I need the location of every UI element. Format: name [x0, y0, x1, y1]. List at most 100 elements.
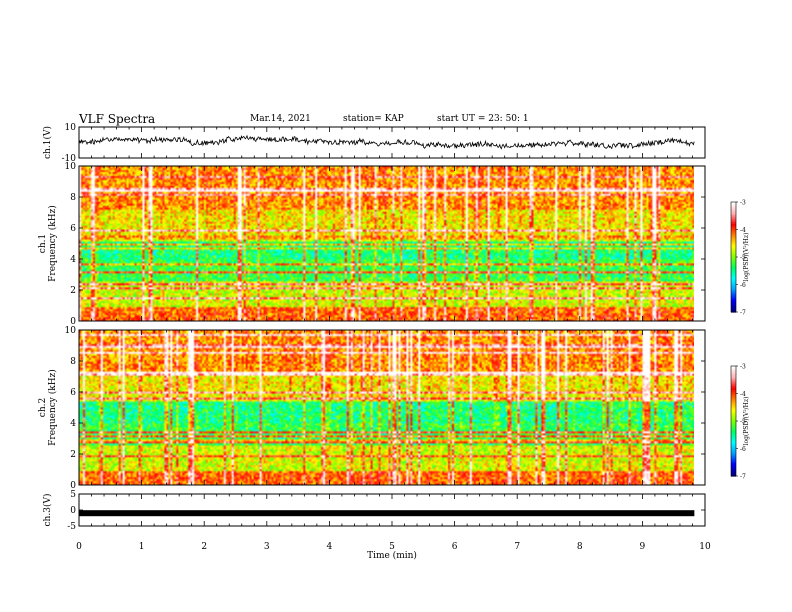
colorbar-swatch	[731, 297, 736, 300]
colorbar-swatch	[731, 290, 736, 293]
colorbar-swatch	[731, 397, 736, 400]
colorbar-swatch	[731, 291, 736, 295]
colorbar-swatch	[731, 214, 736, 218]
colorbar-swatch	[731, 459, 736, 462]
colorbar-swatch	[731, 426, 736, 429]
x-tick-label: 0	[76, 542, 82, 552]
ch2-spectrogram-image	[79, 330, 694, 485]
ch2-spectrogram-colorbar: -3 -4 -5 -6 -7 log(PSD)(V²/Hz)	[730, 364, 750, 481]
ch1-waveform-ytick-label: 10	[65, 123, 77, 133]
colorbar-swatch	[731, 369, 736, 373]
colorbar-swatch	[731, 231, 736, 234]
colorbar-swatch	[731, 411, 736, 415]
colorbar-swatch	[731, 380, 736, 384]
colorbar-tick-label: -4	[740, 391, 746, 398]
colorbar-swatch	[731, 408, 736, 411]
colorbar-swatch	[731, 402, 736, 406]
colorbar-swatch	[731, 275, 736, 278]
colorbar-swatch	[731, 308, 736, 311]
ch1-waveform-panel: 10 -10 ch.1(V)	[42, 123, 706, 164]
ch1-spectrogram-panel: 0 2 4 6 8 10 ch.1 Frequency (kHz)	[38, 162, 706, 327]
x-tick-label: 9	[640, 542, 646, 552]
colorbar-swatch	[731, 391, 736, 395]
colorbar-swatch	[731, 203, 736, 207]
ch2-spectrogram-ylabel: ch.2	[38, 398, 48, 417]
colorbar-swatch	[731, 399, 736, 402]
colorbar-swatch	[731, 367, 736, 371]
colorbar-swatch	[731, 378, 736, 382]
colorbar-swatch	[731, 474, 736, 477]
ch3-waveform-trace	[79, 510, 695, 517]
colorbar-tick-label: -4	[740, 227, 746, 234]
colorbar-swatch	[731, 277, 736, 280]
colorbar-swatch	[731, 413, 736, 417]
colorbar-swatch	[731, 393, 736, 396]
colorbar-swatch	[731, 257, 736, 260]
ch1-spectrogram-colorbar: -3 -4 -5 -6 -7 log(PSD)(V²/Hz)	[730, 200, 750, 317]
colorbar-swatch	[731, 233, 736, 236]
colorbar-swatch	[731, 288, 736, 291]
colorbar-tick-label: -7	[740, 474, 746, 481]
ch1-spectrogram-ylabel: ch.1	[38, 234, 48, 253]
colorbar-tick-label: -6	[740, 446, 746, 453]
x-tick-label: 3	[264, 542, 270, 552]
colorbar-swatch	[731, 382, 736, 385]
colorbar-swatch	[731, 422, 736, 426]
colorbar-swatch	[731, 244, 736, 247]
ch1-spectrogram-ytick-label: 6	[70, 224, 76, 234]
colorbar-swatch	[731, 400, 736, 404]
colorbar-swatch	[731, 435, 736, 439]
colorbar-swatch	[731, 366, 736, 369]
colorbar-swatch	[731, 439, 736, 442]
colorbar-swatch	[731, 251, 736, 254]
colorbar-swatch	[731, 302, 736, 306]
x-tick-label: 4	[327, 542, 333, 552]
colorbar-swatch	[731, 304, 736, 308]
ch2-spectrogram-ytick-label: 0	[70, 481, 76, 491]
x-tick-label: 1	[139, 542, 145, 552]
colorbar-swatch	[731, 262, 736, 265]
colorbar-swatch	[731, 454, 736, 457]
ch3-waveform-ytick-label: 0	[70, 506, 76, 516]
colorbar-swatch	[731, 227, 736, 231]
x-tick-label: 8	[577, 542, 583, 552]
colorbar-swatch	[731, 216, 736, 220]
colorbar-swatch	[731, 268, 736, 271]
colorbar-tick-label: -7	[740, 310, 746, 317]
colorbar-swatch	[731, 295, 736, 298]
colorbar-tick-label: -5	[740, 255, 746, 262]
ch2-spectrogram-panel: 0 2 4 6 8 10 ch.2 Frequency (kHz)	[38, 326, 706, 491]
colorbar-swatch	[731, 386, 736, 389]
colorbar-swatch	[731, 209, 736, 212]
ch2-spectrogram-ytick-label: 2	[70, 450, 76, 460]
ch1-waveform-trace	[78, 134, 695, 150]
colorbar-swatch	[731, 472, 736, 475]
x-axis-label: Time (min)	[367, 550, 417, 561]
colorbar-swatch	[731, 202, 736, 205]
colorbar-swatch	[731, 225, 736, 229]
ch1-spectrogram-ylabel: Frequency (kHz)	[47, 205, 58, 282]
colorbar-swatch	[731, 448, 736, 451]
colorbar-swatch	[731, 238, 736, 242]
colorbar-swatch	[731, 218, 736, 221]
x-tick-label: 7	[514, 542, 520, 552]
station-label: station= KAP	[343, 114, 404, 124]
colorbar-swatch	[731, 306, 736, 309]
colorbar-swatch	[731, 457, 736, 461]
colorbar-swatch	[731, 282, 736, 286]
colorbar-swatch	[731, 404, 736, 407]
colorbar-swatch	[731, 433, 736, 437]
colorbar-swatch	[731, 377, 736, 380]
colorbar-swatch	[731, 446, 736, 450]
colorbar-swatch	[731, 310, 736, 313]
colorbar-swatch	[731, 384, 736, 387]
colorbar-swatch	[731, 373, 736, 376]
colorbar-swatch	[731, 299, 736, 302]
colorbar-swatch	[731, 389, 736, 393]
colorbar-swatch	[731, 279, 736, 282]
ch1-spectrogram-image	[79, 166, 694, 321]
colorbar-swatch	[731, 264, 736, 267]
colorbar-swatch	[731, 207, 736, 210]
colorbar-swatch	[731, 213, 736, 216]
x-tick-label: 10	[699, 542, 711, 552]
